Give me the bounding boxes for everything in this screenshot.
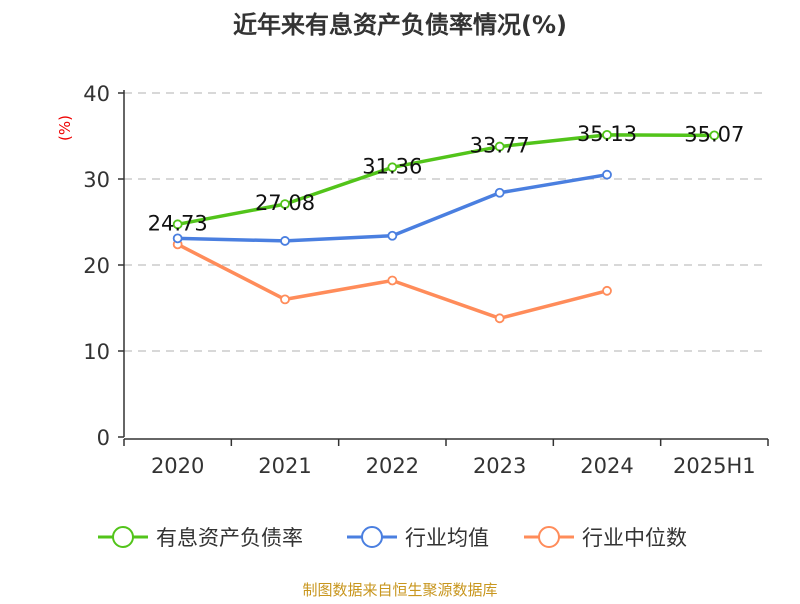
y-tick-label: 0 [97,426,110,450]
legend-label: 行业中位数 [582,526,687,550]
legend-marker [112,526,134,548]
chart-title: 近年来有息资产负债率情况(%) [233,11,567,39]
y-tick-label: 20 [83,254,110,278]
legend-label: 行业均值 [405,526,489,550]
legend-item[interactable]: 行业均值 [347,526,489,550]
data-point[interactable] [280,236,290,246]
x-tick-label: 2023 [473,454,526,478]
data-point[interactable] [280,199,290,210]
data-point[interactable] [172,233,183,244]
data-point[interactable] [387,230,398,241]
data-point[interactable] [494,313,505,324]
x-tick-label: 2024 [580,454,633,478]
legend-item[interactable]: 行业中位数 [524,526,687,550]
legend-marker [538,526,560,548]
y-tick-label: 10 [83,340,110,364]
data-point[interactable] [494,187,505,198]
legend-label: 有息资产负债率 [156,526,303,550]
data-point[interactable] [602,129,612,140]
data-point[interactable] [494,141,505,152]
data-point[interactable] [602,169,612,180]
data-label: 24.73 [148,211,208,235]
data-label: 35.13 [577,122,637,146]
data-label: 33.77 [470,134,530,158]
y-tick-label: 40 [83,82,110,106]
data-point[interactable] [387,162,398,173]
data-point[interactable] [602,285,612,296]
data-label: 35.07 [684,122,744,146]
y-tick-label: 30 [83,168,110,192]
x-tick-label: 2025H1 [673,454,756,478]
data-point[interactable] [709,130,720,141]
data-label: 31.36 [362,154,422,178]
data-point[interactable] [172,219,183,230]
data-point[interactable] [387,275,398,286]
source-note: 制图数据来自恒生聚源数据库 [302,581,497,599]
series-line [177,133,715,227]
legend-marker [361,526,383,548]
legend-item[interactable]: 有息资产负债率 [98,526,303,550]
x-tick-label: 2022 [366,454,419,478]
y-axis-label: (%) [56,115,74,141]
data-point[interactable] [280,294,290,305]
x-tick-label: 2021 [258,454,311,478]
x-tick-label: 2020 [151,454,204,478]
data-label: 27.08 [255,191,315,215]
